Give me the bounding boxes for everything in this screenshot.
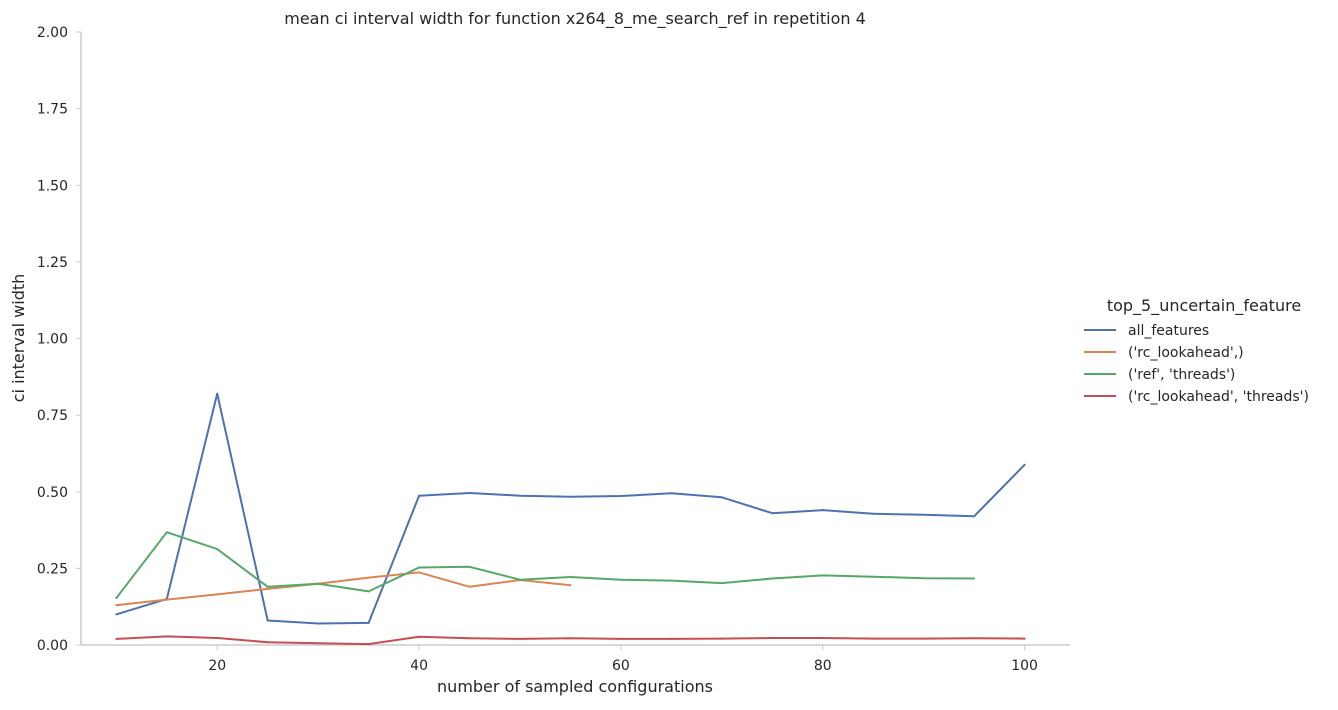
data-point — [821, 574, 824, 577]
data-point — [771, 637, 774, 639]
data-point — [771, 512, 774, 515]
data-point — [216, 593, 219, 596]
chart-title: mean ci interval width for function x264… — [284, 9, 866, 29]
data-point — [519, 637, 521, 640]
x-tick-label: 60 — [612, 658, 630, 674]
data-point — [216, 392, 219, 395]
data-point — [973, 637, 976, 640]
data-point — [872, 637, 875, 640]
legend-label-2: ('ref', 'threads') — [1128, 367, 1235, 383]
data-point — [670, 492, 673, 495]
series-points-2 — [115, 531, 976, 600]
data-point — [115, 637, 118, 640]
y-tick-label: 0.75 — [37, 408, 68, 424]
series-line-2 — [115, 531, 975, 599]
data-point — [922, 637, 925, 640]
x-tick-label: 80 — [814, 658, 832, 674]
data-point — [1023, 463, 1026, 466]
legend-items: all_features ('rc_lookahead',) ('ref', 'th… — [1084, 323, 1309, 405]
legend-label-0: all_features — [1128, 323, 1209, 339]
data-point — [367, 590, 370, 593]
data-point — [872, 512, 875, 515]
data-point — [771, 577, 774, 580]
data-point — [569, 637, 572, 640]
y-tick-label: 1.25 — [37, 255, 68, 271]
data-point — [367, 576, 370, 579]
data-point — [973, 577, 976, 580]
data-point — [973, 515, 976, 518]
data-point — [367, 643, 370, 646]
data-point — [720, 496, 723, 499]
series-points-1 — [115, 571, 572, 607]
x-axis-label: number of sampled configurations — [437, 677, 713, 696]
legend-label-3: ('rc_lookahead', 'threads') — [1128, 389, 1309, 405]
data-point — [266, 587, 269, 590]
series-points-0 — [115, 392, 1026, 625]
data-point — [115, 597, 118, 600]
data-point — [569, 576, 572, 578]
legend-title: top_5_uncertain_feature — [1107, 296, 1301, 316]
y-tick-label: 1.75 — [37, 102, 68, 118]
data-point — [821, 637, 824, 639]
data-point — [670, 579, 673, 582]
y-tick-label: 0.00 — [37, 638, 68, 654]
data-point — [317, 642, 320, 645]
series-line-0 — [116, 392, 1026, 625]
data-point — [922, 513, 925, 516]
y-tick-label: 0.25 — [37, 561, 68, 577]
data-point — [367, 621, 370, 624]
legend-label-1: ('rc_lookahead',) — [1128, 345, 1244, 361]
data-point — [468, 492, 471, 494]
data-point — [216, 548, 219, 551]
data-point — [418, 566, 421, 569]
data-point — [165, 598, 168, 601]
data-point — [519, 578, 521, 581]
data-point — [418, 571, 421, 574]
data-point — [670, 637, 673, 640]
y-tick-label: 1.50 — [37, 178, 68, 194]
data-point — [317, 622, 320, 625]
data-point — [619, 495, 622, 497]
data-point — [821, 509, 824, 512]
x-ticks: 20 40 60 80 100 — [208, 645, 1038, 674]
data-point — [468, 565, 471, 568]
data-point — [569, 495, 572, 498]
legend: top_5_uncertain_feature all_features ('rc… — [1084, 296, 1309, 405]
data-point — [115, 613, 118, 616]
data-point — [115, 604, 118, 607]
plot-area: 0.00 0.25 0.50 0.75 1.00 1.25 1.50 1.75 2.00 20 4… — [37, 25, 1070, 674]
series-line-1 — [116, 571, 571, 607]
data-point — [720, 637, 723, 640]
data-point — [216, 637, 219, 639]
data-point — [266, 585, 269, 588]
data-point — [317, 582, 320, 585]
data-point — [720, 582, 723, 585]
series-points-3 — [115, 635, 1026, 646]
data-point — [922, 577, 925, 580]
data-point — [569, 584, 572, 587]
data-point — [619, 637, 622, 640]
data-point — [872, 575, 875, 578]
x-tick-label: 100 — [1011, 658, 1038, 674]
data-point — [468, 585, 471, 588]
data-point — [266, 619, 269, 622]
data-point — [418, 635, 421, 638]
data-point — [468, 637, 471, 640]
y-ticks: 0.00 0.25 0.50 0.75 1.00 1.25 1.50 1.75 2.00 — [37, 25, 81, 654]
data-point — [619, 578, 622, 581]
data-point — [519, 494, 521, 497]
x-tick-label: 20 — [208, 658, 226, 674]
data-point — [266, 641, 269, 644]
y-tick-label: 2.00 — [37, 25, 68, 41]
data-point — [165, 635, 168, 638]
data-point — [418, 494, 421, 497]
series-lines — [115, 392, 1026, 646]
y-tick-label: 1.00 — [37, 332, 68, 348]
data-point — [165, 531, 168, 534]
y-axis-label: ci interval width — [9, 274, 28, 403]
x-tick-label: 40 — [410, 658, 428, 674]
y-tick-label: 0.50 — [37, 485, 68, 501]
data-point — [1023, 637, 1026, 640]
